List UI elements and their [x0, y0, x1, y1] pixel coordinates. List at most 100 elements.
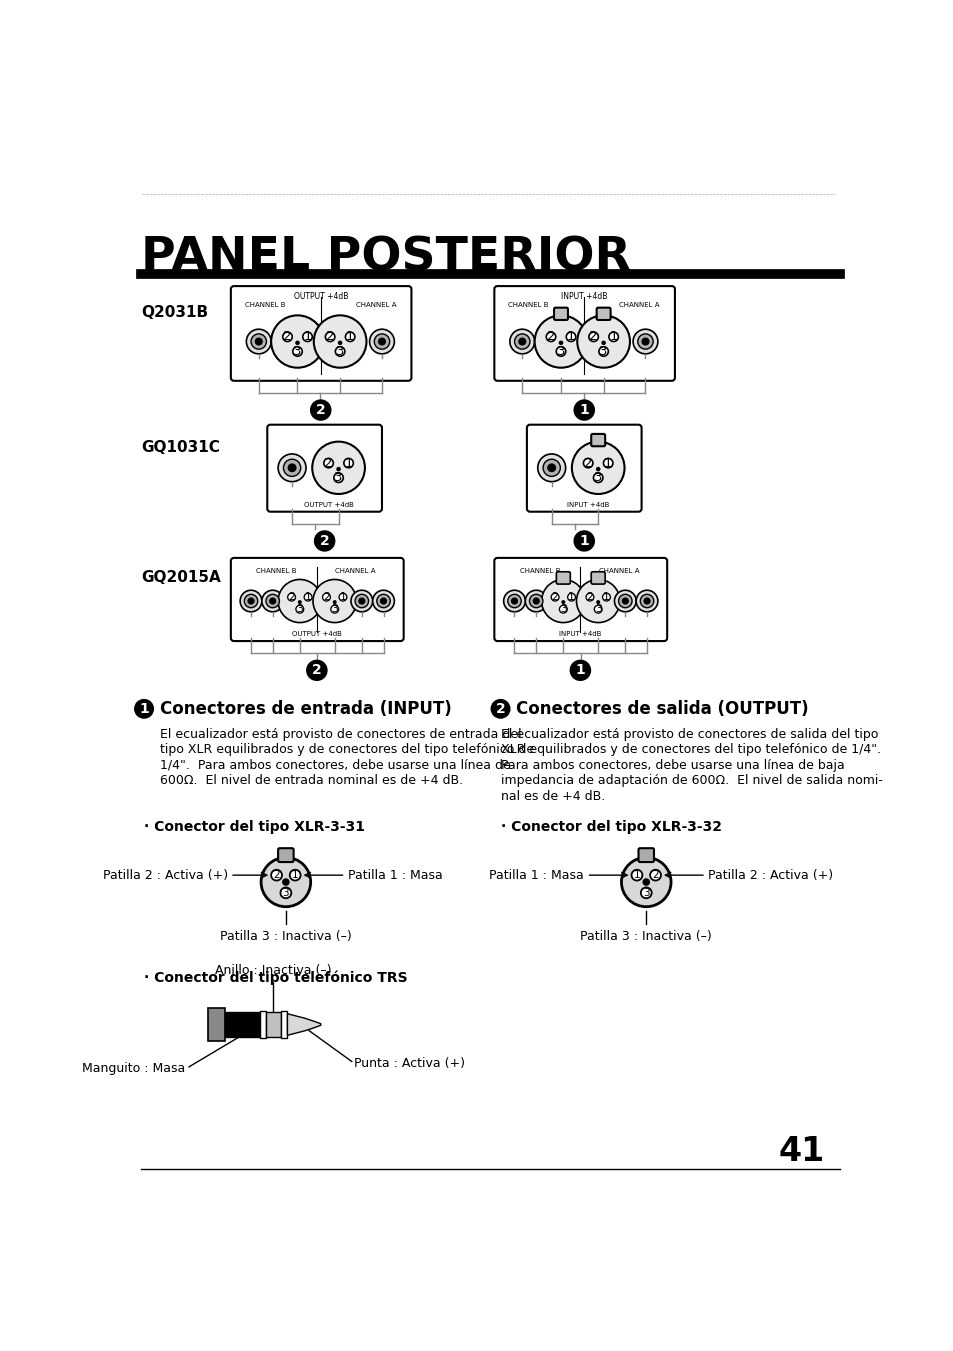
Circle shape: [244, 594, 257, 608]
Circle shape: [369, 330, 394, 354]
Circle shape: [566, 332, 576, 342]
Circle shape: [547, 463, 555, 471]
Text: 1: 1: [575, 663, 584, 677]
Polygon shape: [287, 1013, 320, 1035]
Text: Q2031B: Q2031B: [141, 305, 208, 320]
Circle shape: [608, 332, 618, 342]
Circle shape: [570, 661, 590, 681]
Circle shape: [314, 315, 366, 367]
Circle shape: [378, 338, 385, 345]
FancyBboxPatch shape: [591, 571, 604, 584]
Text: 2: 2: [323, 592, 330, 603]
Text: 2: 2: [589, 330, 598, 343]
Text: · Conector del tipo XLR-3-32: · Conector del tipo XLR-3-32: [500, 820, 720, 835]
Circle shape: [282, 332, 292, 342]
Circle shape: [594, 605, 601, 613]
Circle shape: [577, 315, 629, 367]
Circle shape: [380, 598, 386, 604]
FancyBboxPatch shape: [267, 424, 381, 512]
Circle shape: [514, 334, 529, 349]
Text: CHANNEL B: CHANNEL B: [256, 567, 296, 574]
Text: OUTPUT +4dB: OUTPUT +4dB: [292, 631, 341, 638]
Text: 3: 3: [296, 604, 303, 615]
Circle shape: [376, 594, 390, 608]
Circle shape: [134, 700, 153, 719]
Text: 2: 2: [586, 592, 593, 603]
Circle shape: [491, 700, 509, 719]
Circle shape: [283, 459, 300, 477]
Circle shape: [290, 870, 300, 881]
Text: 2: 2: [288, 592, 294, 603]
Text: CHANNEL A: CHANNEL A: [598, 567, 639, 574]
Text: 1: 1: [578, 534, 589, 549]
Circle shape: [525, 590, 546, 612]
Circle shape: [641, 338, 648, 345]
Circle shape: [576, 580, 619, 623]
Circle shape: [537, 454, 565, 482]
Text: 1: 1: [568, 592, 575, 603]
Circle shape: [333, 601, 335, 604]
Text: 2: 2: [551, 592, 558, 603]
Circle shape: [295, 342, 299, 345]
Text: CHANNEL B: CHANNEL B: [519, 567, 559, 574]
FancyBboxPatch shape: [281, 1011, 287, 1039]
Circle shape: [597, 601, 598, 604]
Text: 3: 3: [334, 471, 342, 484]
Circle shape: [620, 858, 670, 907]
Text: · Conector del tipo telefónico TRS: · Conector del tipo telefónico TRS: [144, 970, 407, 985]
Circle shape: [374, 334, 389, 349]
FancyBboxPatch shape: [494, 286, 674, 381]
FancyBboxPatch shape: [231, 286, 411, 381]
Circle shape: [351, 590, 373, 612]
FancyBboxPatch shape: [259, 1011, 266, 1039]
Circle shape: [271, 870, 282, 881]
Circle shape: [509, 330, 534, 354]
FancyBboxPatch shape: [638, 848, 654, 862]
Text: 3: 3: [559, 604, 566, 615]
Text: Para ambos conectores, debe usarse una línea de baja: Para ambos conectores, debe usarse una l…: [500, 759, 843, 771]
Text: 3: 3: [282, 888, 289, 898]
Text: 3: 3: [557, 345, 565, 358]
Circle shape: [603, 458, 613, 467]
Circle shape: [551, 593, 558, 601]
Circle shape: [601, 342, 604, 345]
Circle shape: [558, 342, 562, 345]
FancyBboxPatch shape: [494, 558, 666, 642]
Text: 1: 1: [292, 870, 298, 880]
Circle shape: [373, 590, 394, 612]
Text: Conectores de salida (OUTPUT): Conectores de salida (OUTPUT): [516, 700, 808, 717]
Text: 2: 2: [315, 403, 325, 417]
Circle shape: [266, 594, 279, 608]
Circle shape: [270, 598, 275, 604]
Text: tipo XLR equilibrados y de conectores del tipo telefónico de: tipo XLR equilibrados y de conectores de…: [159, 743, 533, 757]
Circle shape: [643, 598, 649, 604]
Text: CHANNEL A: CHANNEL A: [355, 301, 395, 308]
Text: Patilla 2 : Activa (+): Patilla 2 : Activa (+): [707, 869, 833, 882]
Circle shape: [556, 347, 565, 357]
Circle shape: [314, 531, 335, 551]
FancyBboxPatch shape: [596, 308, 610, 320]
Circle shape: [618, 594, 632, 608]
FancyBboxPatch shape: [231, 558, 403, 642]
Circle shape: [511, 598, 517, 604]
Circle shape: [282, 880, 289, 885]
Text: 2: 2: [324, 457, 333, 470]
Circle shape: [542, 459, 559, 477]
Circle shape: [633, 330, 658, 354]
Text: 1: 1: [602, 592, 609, 603]
Text: 2: 2: [283, 330, 292, 343]
Circle shape: [598, 347, 608, 357]
Text: 1: 1: [578, 403, 589, 417]
FancyBboxPatch shape: [225, 1012, 259, 1036]
Circle shape: [558, 605, 567, 613]
Circle shape: [298, 601, 301, 604]
Circle shape: [280, 888, 291, 898]
Circle shape: [596, 467, 599, 470]
Text: 1: 1: [139, 701, 149, 716]
Text: · Conector del tipo XLR-3-31: · Conector del tipo XLR-3-31: [144, 820, 365, 835]
Text: 1: 1: [609, 330, 618, 343]
Text: Anillo : Inactiva (–): Anillo : Inactiva (–): [215, 963, 332, 977]
Text: CHANNEL A: CHANNEL A: [335, 567, 375, 574]
Text: Manguito : Masa: Manguito : Masa: [82, 1062, 185, 1075]
Circle shape: [614, 590, 636, 612]
